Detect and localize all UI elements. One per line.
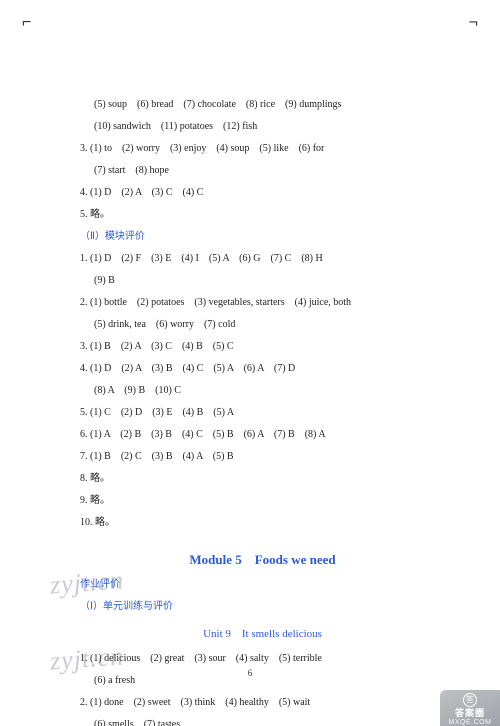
crop-mark-top-right: ¬ bbox=[469, 14, 478, 32]
answer-line: 5. 略。 bbox=[80, 204, 445, 226]
answer-content: (5) soup (6) bread (7) chocolate (8) ric… bbox=[80, 94, 445, 726]
answer-line: (10) sandwich (11) potatoes (12) fish bbox=[80, 116, 445, 138]
answer-line: (6) smells (7) tastes bbox=[80, 714, 445, 726]
crop-mark-top-left: ⌐ bbox=[22, 14, 31, 32]
answer-line: 1. (1) delicious (2) great (3) sour (4) … bbox=[80, 648, 445, 670]
answer-line: 10. 略。 bbox=[80, 512, 445, 534]
sub-heading-unit-training: （Ⅰ）单元训练与评价 bbox=[80, 596, 445, 618]
answer-line: (7) start (8) hope bbox=[80, 160, 445, 182]
badge-url: MXQE.COM bbox=[440, 718, 500, 726]
answer-line: (9) B bbox=[80, 270, 445, 292]
badge-symbol: 答 bbox=[463, 693, 477, 707]
answer-line: 2. (1) bottle (2) potatoes (3) vegetable… bbox=[80, 292, 445, 314]
answer-line: 4. (1) D (2) A (3) C (4) C bbox=[80, 182, 445, 204]
source-badge: 答 答案圈 MXQE.COM bbox=[440, 690, 500, 726]
page-number: 6 bbox=[0, 668, 500, 678]
sub-heading-homework: 作业评价 bbox=[80, 574, 445, 596]
answer-line: 1. (1) D (2) F (3) E (4) I (5) A (6) G (… bbox=[80, 248, 445, 270]
section-heading-module-eval: （Ⅱ）模块评价 bbox=[80, 226, 445, 248]
answer-line: 5. (1) C (2) D (3) E (4) B (5) A bbox=[80, 402, 445, 424]
answer-line: 4. (1) D (2) A (3) B (4) C (5) A (6) A (… bbox=[80, 358, 445, 380]
answer-line: (5) soup (6) bread (7) chocolate (8) ric… bbox=[80, 94, 445, 116]
answer-line: 6. (1) A (2) B (3) B (4) C (5) B (6) A (… bbox=[80, 424, 445, 446]
answer-line: 8. 略。 bbox=[80, 468, 445, 490]
answer-line: (5) drink, tea (6) worry (7) cold bbox=[80, 314, 445, 336]
answer-line: 7. (1) B (2) C (3) B (4) A (5) B bbox=[80, 446, 445, 468]
answer-line: (8) A (9) B (10) C bbox=[80, 380, 445, 402]
unit-title: Unit 9 It smells delicious bbox=[80, 624, 445, 644]
answer-line: 9. 略。 bbox=[80, 490, 445, 512]
badge-title: 答案圈 bbox=[440, 708, 500, 718]
answer-line: 2. (1) done (2) sweet (3) think (4) heal… bbox=[80, 692, 445, 714]
answer-line: 3. (1) B (2) A (3) C (4) B (5) C bbox=[80, 336, 445, 358]
answer-line: 3. (1) to (2) worry (3) enjoy (4) soup (… bbox=[80, 138, 445, 160]
module-title: Module 5 Foods we need bbox=[80, 550, 445, 570]
